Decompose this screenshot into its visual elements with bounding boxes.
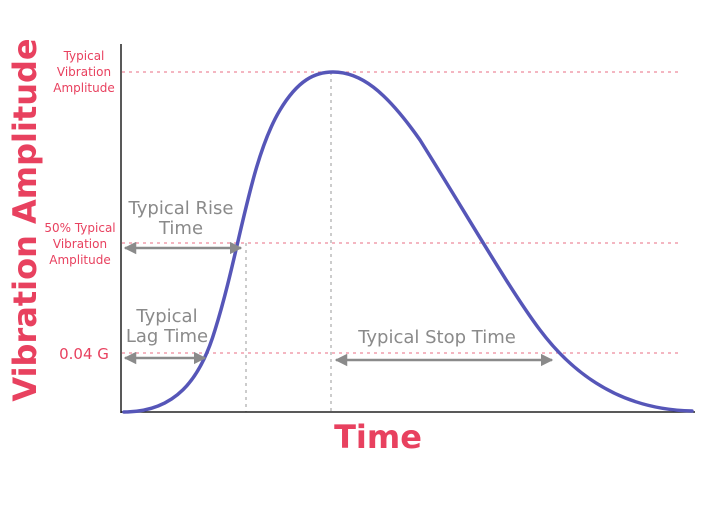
lag-time-label: Typical Lag Time bbox=[126, 306, 208, 347]
half-level-label-line1: 50% Typical bbox=[44, 221, 115, 235]
peak-level-label-line2: Vibration bbox=[57, 65, 111, 79]
half-level-label: 50% Typical Vibration Amplitude bbox=[44, 221, 115, 267]
vibration-curve bbox=[122, 70, 694, 414]
lag-time-label-line2: Lag Time bbox=[126, 326, 208, 347]
peak-level-label-line1: Typical bbox=[63, 49, 105, 63]
rise-time-label-line1: Typical Rise bbox=[128, 198, 234, 219]
y-axis-title: Vibration Amplitude bbox=[6, 38, 44, 401]
half-level-label-line3: Amplitude bbox=[49, 253, 111, 267]
stop-time-label: Typical Stop Time bbox=[357, 327, 516, 348]
rise-time-label-line2: Time bbox=[158, 218, 203, 239]
rise-time-label: Typical Rise Time bbox=[128, 198, 234, 239]
threshold-level-label: 0.04 G bbox=[59, 345, 109, 363]
peak-level-label-line3: Amplitude bbox=[53, 81, 115, 95]
half-level-label-line2: Vibration bbox=[53, 237, 107, 251]
x-axis-title: Time bbox=[334, 418, 422, 456]
lag-time-label-line1: Typical bbox=[135, 306, 197, 327]
peak-level-label: Typical Vibration Amplitude bbox=[53, 49, 115, 95]
